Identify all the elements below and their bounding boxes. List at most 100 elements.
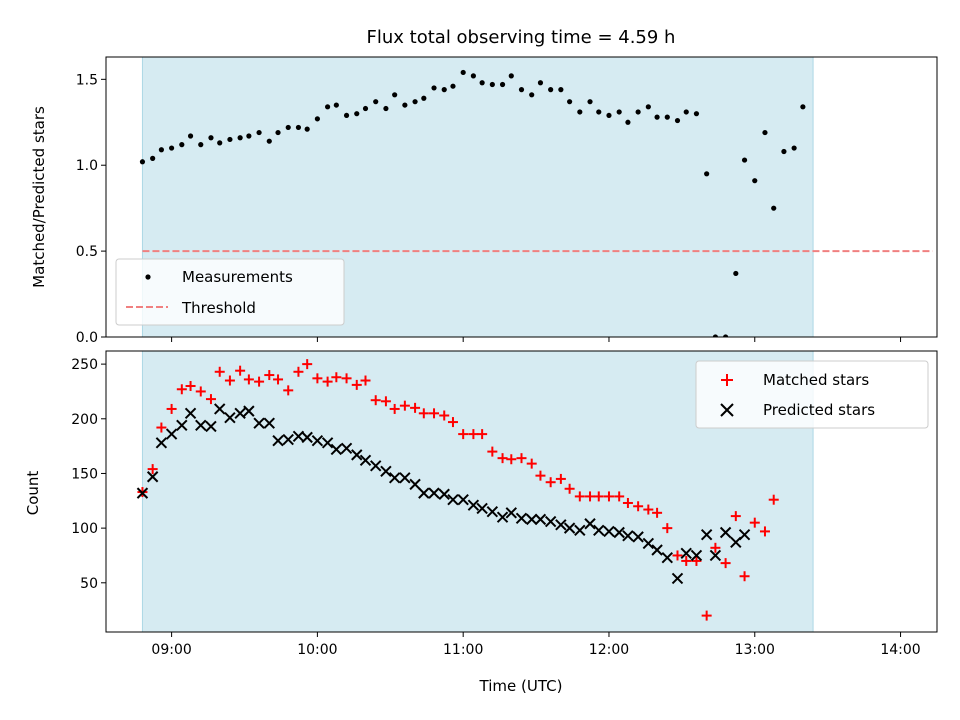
measurement-point (285, 124, 291, 131)
matched-star-point (701, 610, 712, 621)
predicted-star-point (671, 572, 684, 585)
matched-star-point (545, 477, 556, 488)
predicted-star-point (534, 513, 547, 526)
matched-star-point (749, 517, 760, 528)
matched-star-point (293, 366, 304, 377)
matched-star-point (166, 403, 177, 414)
top-y-tick-label: 1.0 (76, 158, 98, 174)
measurement-point (800, 104, 806, 110)
predicted-star-point (544, 515, 557, 528)
matched-star-point (322, 376, 333, 387)
measurement-point (402, 102, 408, 108)
predicted-star-point (584, 518, 596, 530)
predicted-star-point (428, 487, 440, 499)
measurement-point (187, 133, 194, 139)
measurement-point (791, 145, 797, 151)
matched-star-point (672, 550, 683, 561)
matched-star-point (273, 374, 284, 385)
measurement-point (741, 157, 748, 163)
measurement-point (723, 334, 729, 337)
measurement-point (295, 124, 302, 131)
matched-star-point (526, 458, 537, 469)
measurement-point (587, 99, 593, 105)
top-legend: Measurements Threshold (115, 258, 345, 326)
matched-star-point (759, 526, 770, 537)
predicted-star-point (205, 420, 217, 433)
predicted-star-point (555, 519, 567, 531)
predicted-star-point (613, 526, 625, 539)
predicted-star-point (184, 407, 197, 420)
measurement-point (596, 109, 602, 115)
matched-star-point (176, 384, 187, 395)
predicted-star-point (330, 443, 343, 456)
measurement-point (412, 99, 418, 105)
measurement-point (373, 99, 379, 105)
measurement-point (548, 87, 554, 93)
matched-star-point (380, 396, 391, 407)
matched-star-point (487, 446, 498, 457)
measurement-point (489, 81, 495, 88)
predicted-star-point (380, 465, 392, 477)
predicted-star-point (418, 487, 430, 499)
predicted-star-point (661, 551, 673, 564)
matched-star-point (185, 380, 196, 391)
predicted-star-point (486, 506, 499, 518)
predicted-star-point (593, 524, 605, 537)
matched-star-point (614, 491, 625, 502)
measurement-point (333, 102, 339, 108)
predicted-star-point (515, 512, 528, 524)
bottom-y-tick-label: 50 (80, 576, 98, 592)
bottom-legend: Matched stars Predicted stars (695, 360, 929, 429)
matched-star-point (156, 422, 167, 433)
predicted-star-point (243, 405, 255, 417)
measurement-point (208, 135, 214, 141)
matched-star-point (331, 372, 342, 383)
predicted-star-point (496, 511, 509, 523)
matched-star-point (458, 429, 469, 440)
bottom-y-tick-label: 150 (71, 466, 98, 482)
measurement-point (567, 99, 573, 105)
measurement-point (450, 83, 456, 89)
predicted-star-point (301, 431, 313, 444)
bottom-x-tick-label: 13:00 (735, 642, 775, 658)
measurement-point (654, 114, 660, 120)
predicted-star-point (340, 442, 353, 455)
matched-star-point (516, 453, 527, 464)
measurement-point (237, 135, 243, 141)
predicted-star-point (224, 411, 236, 424)
predicted-star-point (642, 537, 655, 550)
top-legend-frame (115, 258, 345, 326)
predicted-star-point (457, 493, 469, 506)
measurement-point (479, 80, 485, 86)
matched-star-point (585, 491, 596, 502)
matched-star-point (399, 400, 410, 411)
predicted-star-point (690, 549, 703, 562)
bottom-x-tick-label: 09:00 (151, 642, 191, 658)
matched-star-point (652, 507, 663, 518)
matched-star-point (497, 453, 508, 464)
top-y-axis-label: Matched/Predicted stars (30, 106, 48, 288)
matched-star-point (564, 483, 575, 494)
matched-star-point (730, 511, 741, 522)
measurement-point (246, 133, 252, 139)
predicted-star-point (700, 528, 713, 541)
predicted-star-point (563, 522, 576, 534)
predicted-star-point (234, 407, 246, 420)
measurement-point (304, 126, 310, 132)
matched-star-point (691, 555, 702, 566)
predicted-star-point (409, 478, 421, 491)
matched-star-point (662, 523, 673, 534)
bottom-x-tick-label: 11:00 (443, 642, 483, 658)
predicted-star-point (136, 487, 149, 499)
predicted-star-point (253, 417, 265, 429)
measurement-point (499, 81, 506, 88)
top-y-tick-label: 1.5 (76, 72, 98, 88)
measurement-point (325, 104, 331, 110)
measurement-point (343, 112, 350, 119)
matched-star-point (429, 408, 440, 419)
legend-measurements-label: Measurements (182, 268, 293, 286)
legend-threshold-label: Threshold (181, 299, 256, 317)
measurement-point (674, 117, 681, 124)
predicted-star-point (651, 544, 663, 556)
matched-star-point (312, 373, 323, 384)
